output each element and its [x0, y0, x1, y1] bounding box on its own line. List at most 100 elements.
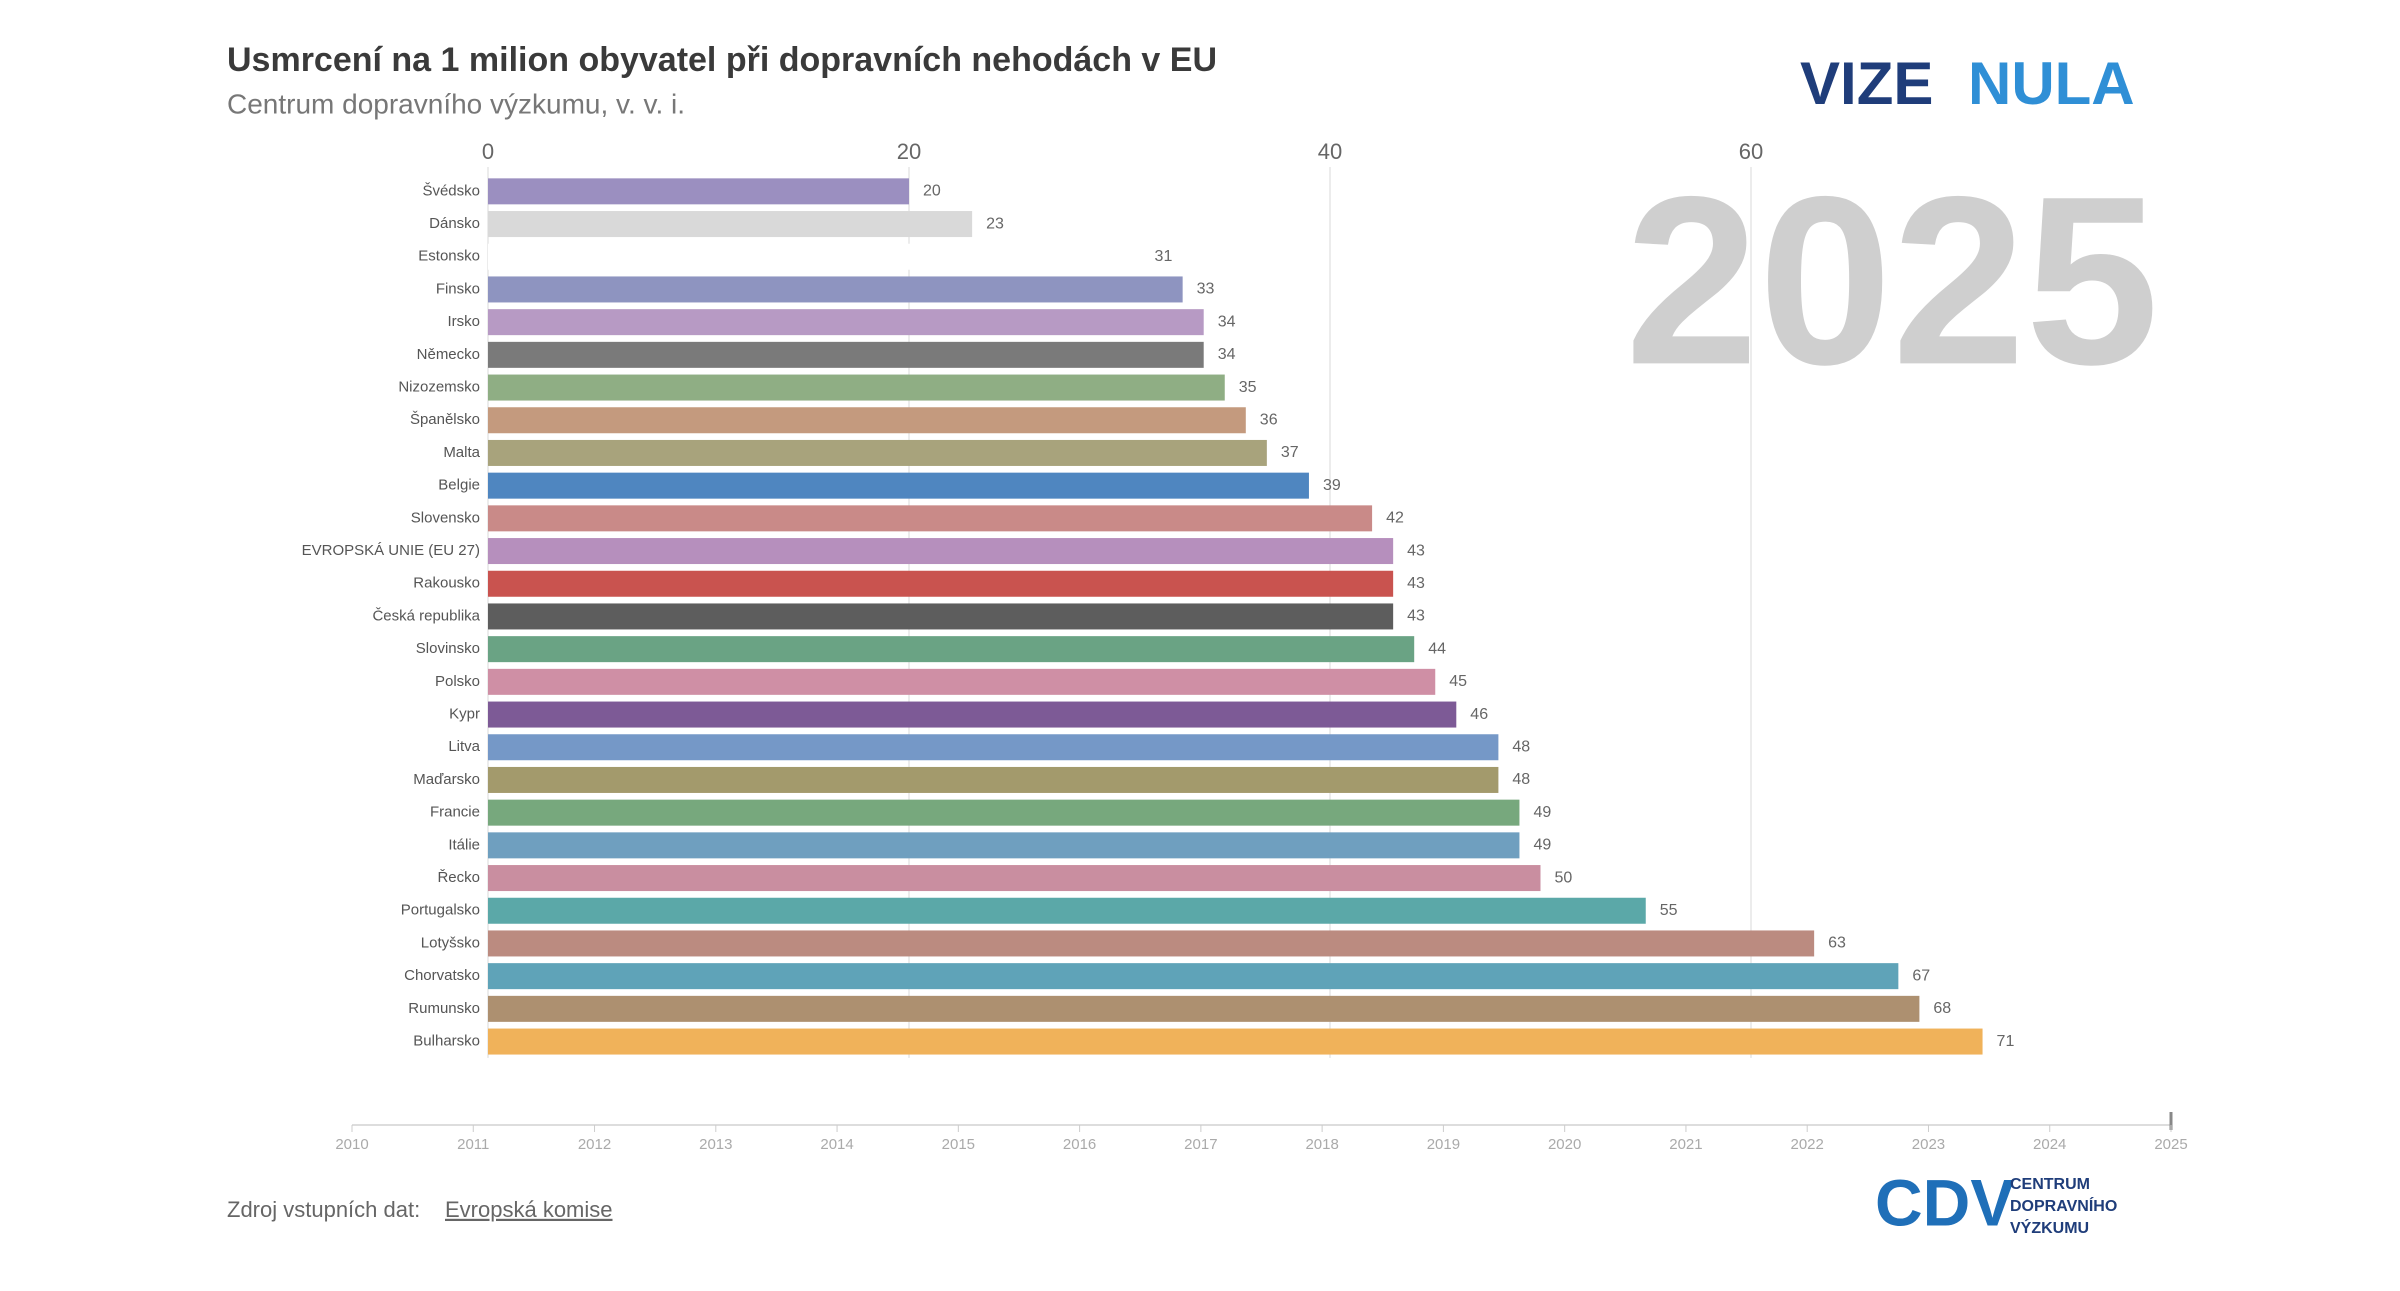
value-label: 63 [1828, 935, 1846, 952]
bar [488, 243, 1141, 270]
y-tick-label: Polsko [435, 673, 480, 690]
y-tick-label: Německo [417, 346, 480, 363]
bar [488, 1028, 1983, 1055]
y-tick-label: Švédsko [422, 182, 480, 199]
y-tick-label: Slovinsko [416, 640, 480, 657]
value-label: 43 [1407, 575, 1425, 592]
bar [488, 178, 909, 205]
value-label: 43 [1407, 608, 1425, 625]
timeline-label[interactable]: 2022 [1791, 1136, 1824, 1153]
bar [488, 570, 1394, 597]
y-tick-label: Nizozemsko [398, 379, 480, 396]
year-display: 2025 [1625, 146, 2159, 414]
value-label: 46 [1470, 706, 1488, 723]
value-label: 31 [1155, 248, 1173, 265]
bar [488, 930, 1815, 957]
timeline-label[interactable]: 2016 [1063, 1136, 1096, 1153]
timeline-label[interactable]: 2023 [1912, 1136, 1945, 1153]
y-tick-label: Dánsko [429, 215, 480, 232]
bar [488, 799, 1520, 826]
bar [488, 472, 1309, 499]
timeline-label[interactable]: 2025 [2154, 1136, 2187, 1153]
bar [488, 309, 1204, 336]
timeline-label[interactable]: 2024 [2033, 1136, 2066, 1153]
value-label: 43 [1407, 542, 1425, 559]
bar [488, 407, 1246, 434]
cdv-logo: CDV CENTRUM DOPRAVNÍHO VÝZKUMU [1875, 1165, 2117, 1239]
y-tick-label: Francie [430, 804, 480, 821]
cdv-line: CENTRUM [2010, 1176, 2090, 1193]
y-tick-label: Portugalsko [401, 902, 480, 919]
value-label: 37 [1281, 444, 1299, 461]
bar [488, 668, 1436, 695]
bar [488, 505, 1373, 532]
value-label: 39 [1323, 477, 1341, 494]
timeline-label[interactable]: 2017 [1184, 1136, 1217, 1153]
value-label: 45 [1449, 673, 1467, 690]
cdv-line: VÝZKUMU [2010, 1218, 2089, 1237]
timeline-label[interactable]: 2013 [699, 1136, 732, 1153]
value-label: 71 [1997, 1033, 2015, 1050]
y-tick-label: Finsko [436, 280, 480, 297]
chart-subtitle: Centrum dopravního výzkumu, v. v. i. [227, 88, 685, 119]
value-label: 49 [1533, 804, 1551, 821]
bar [488, 603, 1394, 630]
timeline-label[interactable]: 2015 [942, 1136, 975, 1153]
y-tick-label: Kypr [449, 706, 480, 723]
y-tick-label: Malta [443, 444, 480, 461]
y-tick-label: Lotyšsko [421, 934, 480, 951]
timeline-label[interactable]: 2011 [457, 1136, 489, 1153]
value-label: 48 [1512, 738, 1530, 755]
bar [488, 211, 973, 238]
timeline-label[interactable]: 2021 [1669, 1136, 1702, 1153]
x-tick-label: 0 [482, 139, 494, 164]
x-tick-label: 60 [1739, 139, 1763, 164]
bar [488, 636, 1415, 663]
source-prefix: Zdroj vstupních dat: [227, 1197, 420, 1222]
cdv-mark: CDV [1875, 1165, 2014, 1239]
value-label: 33 [1197, 281, 1215, 298]
plot: 0 20 40 60 Švédsko 20 Dánsko 23 Estonsko 31 Finsko… [302, 139, 2015, 1058]
y-tick-label: Litva [448, 738, 480, 755]
y-tick-label: Irsko [447, 313, 480, 330]
bar [488, 897, 1646, 924]
value-label: 35 [1239, 379, 1257, 396]
bar [488, 374, 1225, 401]
timeline-label[interactable]: 2019 [1427, 1136, 1460, 1153]
bar [488, 538, 1394, 565]
timeline-label[interactable]: 2012 [578, 1136, 611, 1153]
y-tick-label: Bulharsko [413, 1033, 480, 1050]
timeline-label[interactable]: 2010 [335, 1136, 368, 1153]
bar [488, 865, 1541, 892]
value-label: 67 [1912, 967, 1930, 984]
value-label: 23 [986, 215, 1004, 232]
y-tick-label: Španělsko [410, 411, 480, 428]
y-tick-label: EVROPSKÁ UNIE (EU 27) [302, 542, 480, 559]
x-tick-label: 40 [1318, 139, 1342, 164]
bar [488, 766, 1499, 793]
y-tick-label: Maďarsko [413, 771, 480, 788]
value-label: 68 [1933, 1000, 1951, 1017]
y-tick-label: Rakousko [413, 575, 480, 592]
brand-logo: VIZE NULA [1800, 50, 2135, 117]
y-tick-label: Česká republika [372, 607, 480, 624]
source-link[interactable]: Evropská komise [445, 1197, 613, 1222]
value-label: 55 [1660, 902, 1678, 919]
value-label: 48 [1512, 771, 1530, 788]
bar [488, 701, 1457, 728]
timeline-label[interactable]: 2018 [1305, 1136, 1338, 1153]
bar [488, 963, 1899, 990]
bar [488, 734, 1499, 761]
timeline: 2010 2011 2012 2013 2014 2015 2016 2017 2018 2019… [335, 1125, 2188, 1153]
value-label: 34 [1218, 346, 1236, 363]
timeline-label[interactable]: 2014 [820, 1136, 853, 1153]
cdv-line: DOPRAVNÍHO [2010, 1196, 2117, 1215]
y-tick-label: Chorvatsko [404, 967, 480, 984]
timeline-label[interactable]: 2020 [1548, 1136, 1581, 1153]
bar [488, 276, 1183, 303]
value-label: 44 [1428, 640, 1446, 657]
y-tick-label: Slovensko [411, 509, 480, 526]
value-label: 50 [1555, 869, 1573, 886]
x-tick-label: 20 [897, 139, 921, 164]
